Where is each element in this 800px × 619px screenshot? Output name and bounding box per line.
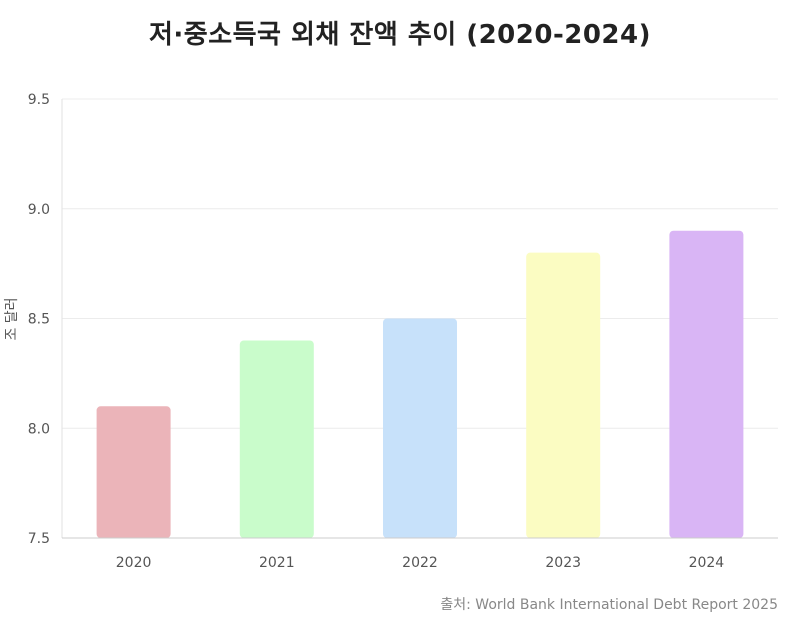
bars [96, 230, 744, 539]
y-tick-labels: 7.5 8.0 8.5 9.0 9.5 [28, 92, 50, 547]
y-tick-label: 7.5 [28, 531, 50, 547]
chart-title: 저·중소득국 외채 잔액 추이 (2020-2024) [149, 20, 651, 50]
x-tick-label: 2020 [116, 555, 152, 571]
bar-2024[interactable] [669, 230, 744, 538]
y-axis-label: 조 달러 [4, 297, 20, 340]
x-tick-label: 2022 [402, 555, 438, 571]
bar-2020[interactable] [96, 406, 171, 538]
x-tick-labels: 2020 2021 2022 2023 2024 [116, 555, 725, 571]
y-tick-label: 8.5 [28, 312, 50, 328]
y-tick-label: 8.0 [28, 421, 50, 437]
y-tick-label: 9.5 [28, 92, 50, 108]
x-tick-label: 2023 [545, 555, 581, 571]
x-tick-label: 2021 [259, 555, 295, 571]
bar-2022[interactable] [383, 318, 457, 539]
source-note: 출처: World Bank International Debt Report… [440, 597, 778, 613]
axes [61, 99, 778, 539]
x-tick-label: 2024 [689, 555, 725, 571]
y-tick-label: 9.0 [28, 202, 50, 218]
bar-2023[interactable] [526, 252, 601, 538]
bar-2021[interactable] [239, 340, 314, 538]
